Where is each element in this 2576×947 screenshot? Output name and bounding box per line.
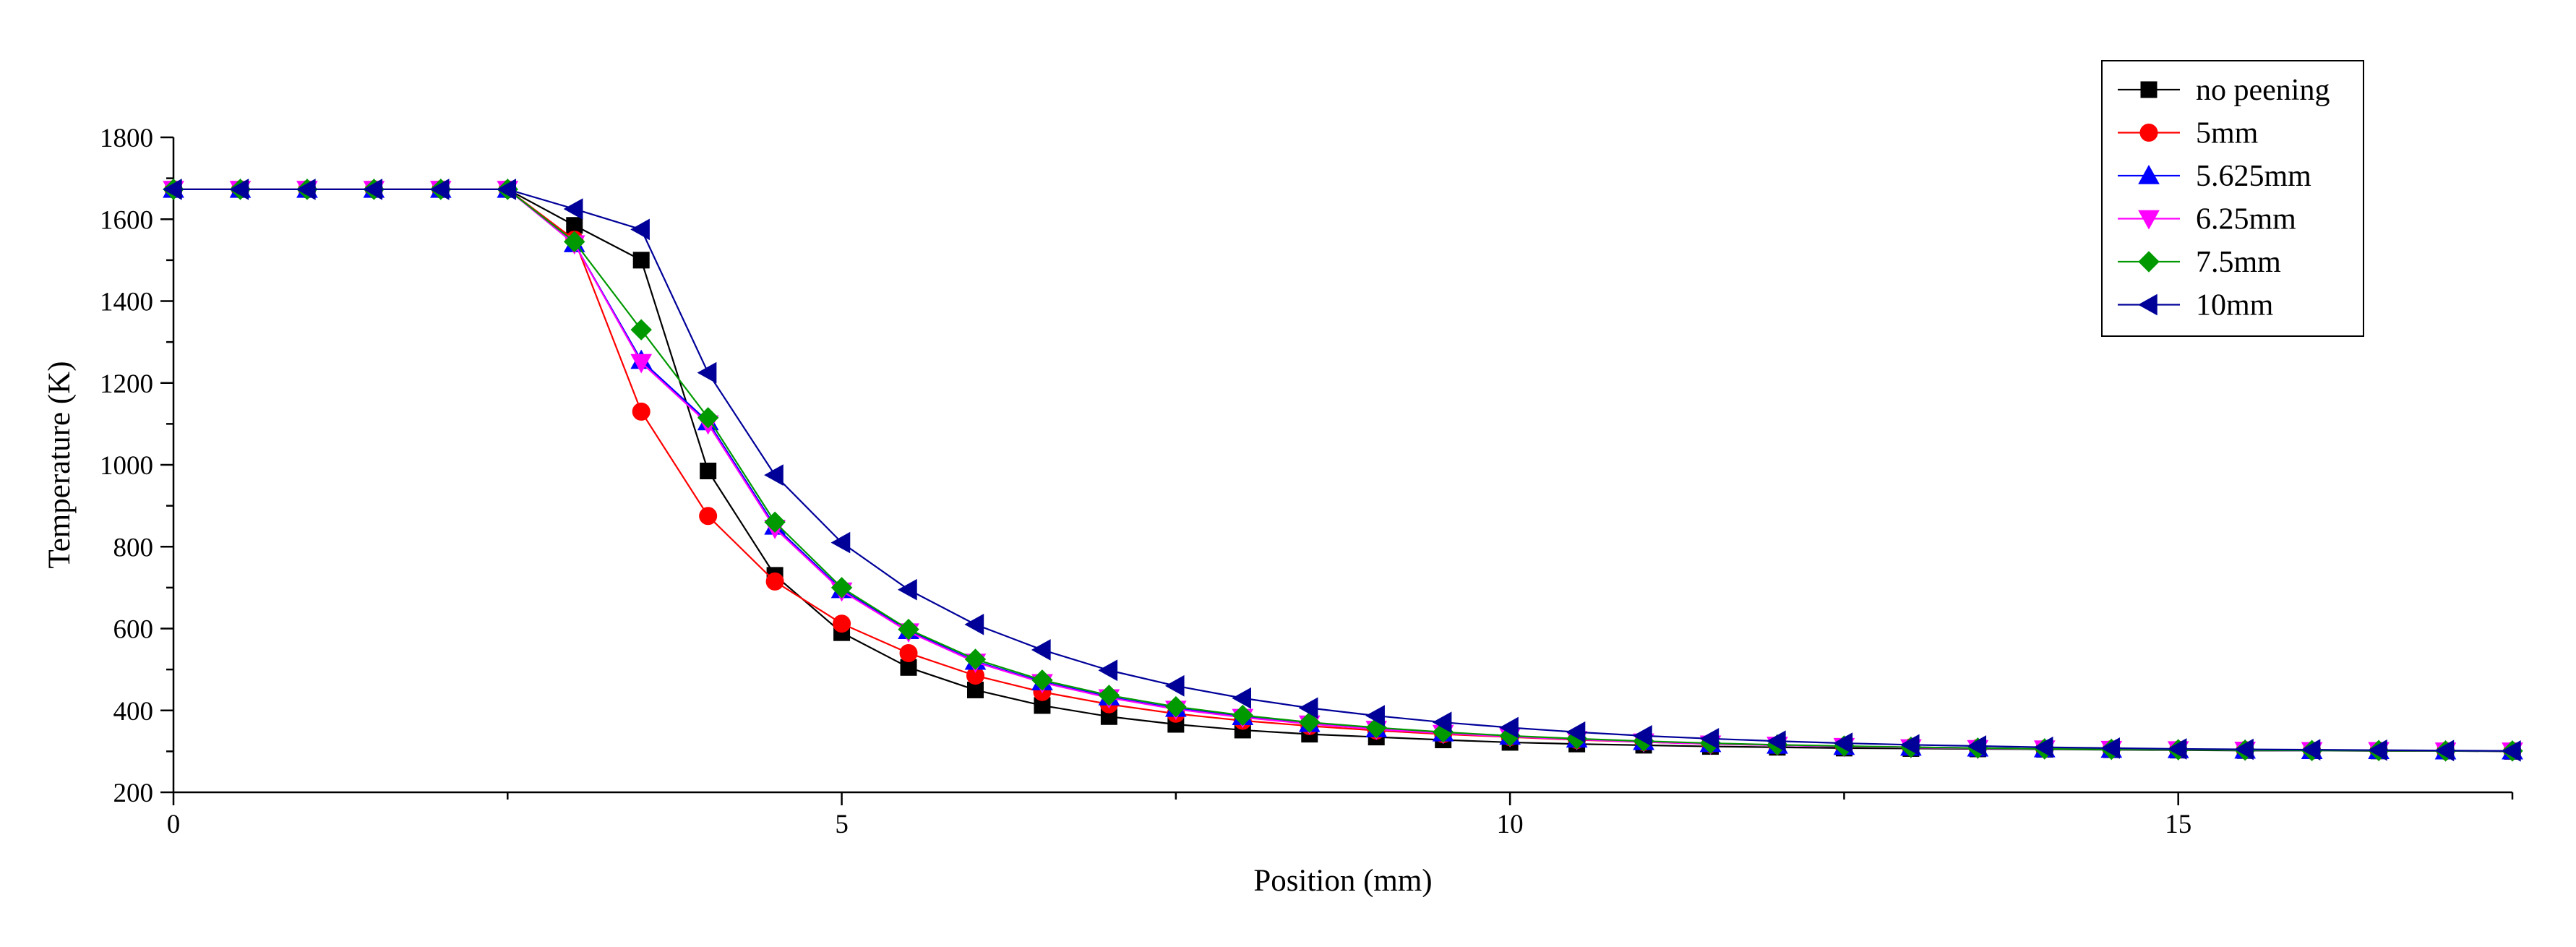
data-point xyxy=(162,179,182,200)
data-point xyxy=(964,613,984,635)
x-tick-label: 5 xyxy=(835,810,849,839)
legend-item: 5.625mm xyxy=(2118,160,2311,193)
legend-item: 6.25mm xyxy=(2118,203,2296,236)
data-point xyxy=(2100,737,2120,759)
legend-box xyxy=(2101,60,2364,337)
x-tick-label: 0 xyxy=(167,810,181,839)
data-point xyxy=(2301,739,2321,760)
data-point xyxy=(764,464,783,487)
y-tick-label: 1400 xyxy=(100,288,153,317)
legend-marker xyxy=(2138,210,2160,230)
data-point xyxy=(830,577,853,599)
data-point xyxy=(1098,659,1118,682)
y-tick-label: 1000 xyxy=(100,451,153,481)
data-point xyxy=(1298,697,1318,719)
data-point xyxy=(2434,740,2455,762)
data-point xyxy=(630,218,650,241)
data-point xyxy=(1232,704,1254,727)
legend-marker xyxy=(2139,124,2158,142)
y-tick-label: 1200 xyxy=(100,369,153,399)
data-point xyxy=(630,319,652,340)
data-point xyxy=(1299,711,1321,733)
data-point xyxy=(2234,738,2254,760)
data-point xyxy=(2368,739,2387,761)
data-point xyxy=(1766,730,1786,753)
data-point xyxy=(2033,736,2053,758)
legend-label: 10mm xyxy=(2196,289,2274,322)
y-axis-title: Temperature (K) xyxy=(43,361,77,568)
y-tick-label: 1800 xyxy=(100,124,153,153)
data-point xyxy=(1833,732,1853,754)
data-point xyxy=(897,578,917,601)
x-tick-label: 10 xyxy=(1497,810,1524,839)
series-group xyxy=(162,178,2523,762)
legend-item: 5mm xyxy=(2118,117,2259,150)
legend-marker xyxy=(2138,164,2160,184)
data-point xyxy=(1967,735,1987,757)
data-point xyxy=(830,531,851,554)
data-point xyxy=(697,361,717,384)
data-point xyxy=(1432,711,1452,734)
data-point xyxy=(1633,725,1652,747)
data-point xyxy=(700,462,717,479)
data-point xyxy=(429,179,450,200)
data-point xyxy=(899,643,918,662)
series-10mm xyxy=(162,179,2521,762)
data-point xyxy=(1031,669,1053,691)
x-axis-title: Position (mm) xyxy=(1253,864,1432,898)
legend-marker xyxy=(2138,251,2160,273)
legend-label: 6.25mm xyxy=(2196,203,2296,236)
series-line xyxy=(173,188,2513,752)
y-tick-label: 200 xyxy=(113,779,154,808)
legend-item: no peening xyxy=(2118,74,2330,107)
data-point xyxy=(1899,734,1920,756)
data-point xyxy=(1165,695,1187,718)
legend-label: no peening xyxy=(2196,74,2330,107)
legend-item: 10mm xyxy=(2118,289,2274,322)
data-point xyxy=(699,507,718,526)
y-tick-label: 400 xyxy=(113,697,154,727)
data-point xyxy=(898,618,919,640)
data-point xyxy=(630,353,653,374)
data-point xyxy=(1232,687,1252,709)
data-point xyxy=(564,231,585,253)
data-point xyxy=(697,407,719,429)
data-point xyxy=(632,252,650,269)
y-tick-label: 1600 xyxy=(100,205,153,235)
data-point xyxy=(1098,685,1120,706)
data-point xyxy=(764,511,786,533)
data-point xyxy=(1365,705,1385,727)
data-point xyxy=(1699,727,1720,750)
data-point xyxy=(765,572,784,591)
data-point xyxy=(1164,674,1185,697)
data-point xyxy=(2167,738,2187,760)
data-point xyxy=(964,648,987,670)
data-point xyxy=(1499,716,1519,739)
legend-label: 5.625mm xyxy=(2196,160,2311,193)
data-point xyxy=(563,198,583,220)
x-tick-label: 15 xyxy=(2165,810,2191,839)
legend-marker xyxy=(2140,81,2158,98)
data-point xyxy=(363,179,383,200)
data-point xyxy=(497,179,516,200)
y-tick-label: 800 xyxy=(113,533,154,562)
legend-label: 7.5mm xyxy=(2196,246,2281,279)
data-point xyxy=(1031,639,1051,661)
data-point xyxy=(296,179,316,200)
series-line xyxy=(173,188,2512,752)
legend: no peening 5mm 5.625mm 6.25mm 7.5mm 10mm xyxy=(2101,60,2364,337)
data-point xyxy=(229,179,249,200)
y-tick-label: 600 xyxy=(113,615,154,645)
legend-marker xyxy=(2137,293,2158,316)
legend-item: 7.5mm xyxy=(2118,246,2281,279)
axes: 0 5 10 15 200 400 600 800 1000 1200 1400 1600 1800 xyxy=(100,124,2514,839)
legend-label: 5mm xyxy=(2196,117,2259,150)
data-point xyxy=(2501,740,2521,762)
data-point xyxy=(632,402,651,421)
data-point xyxy=(833,614,851,633)
data-point xyxy=(1566,721,1586,743)
